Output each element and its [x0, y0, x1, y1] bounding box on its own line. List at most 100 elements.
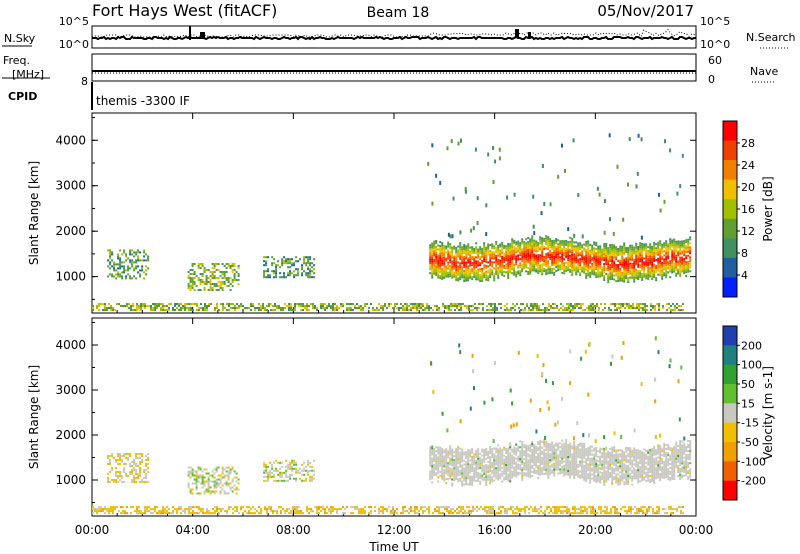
power-cell — [217, 285, 220, 287]
power-cell — [463, 262, 466, 264]
power-cell — [481, 255, 484, 258]
power-cell — [677, 264, 680, 267]
power-cell — [398, 307, 400, 309]
power-cell — [131, 249, 134, 252]
power-cell — [609, 276, 612, 279]
velocity-cell — [552, 512, 554, 515]
power-cell — [621, 255, 624, 258]
velocity-cell — [133, 469, 136, 471]
power-cell — [597, 245, 600, 248]
power-cell — [555, 238, 558, 240]
power-cell — [579, 266, 582, 269]
velocity-cell — [223, 490, 226, 493]
power-cell — [557, 255, 560, 258]
power-cell — [513, 251, 516, 254]
velocity-cell — [219, 478, 222, 481]
power-cell — [541, 271, 544, 274]
velocity-cell — [269, 471, 272, 474]
power-cell — [297, 270, 300, 273]
power-cell — [544, 309, 546, 311]
power-cell — [635, 272, 638, 275]
power-cell — [575, 269, 578, 272]
power-cell — [436, 309, 438, 311]
power-cell — [639, 276, 642, 279]
power-cell — [279, 276, 282, 279]
power-cell — [228, 305, 230, 307]
power-cell — [382, 305, 384, 307]
velocity-cell — [289, 473, 292, 476]
power-cell — [443, 248, 446, 251]
power-cell — [458, 303, 460, 305]
power-cell — [294, 303, 296, 305]
velocity-ytick-label-1: 3000 — [55, 383, 86, 397]
power-cell — [242, 305, 244, 307]
power-cell — [273, 270, 276, 273]
velocity-cell — [98, 510, 100, 513]
power-cell — [119, 265, 122, 268]
power-cell — [615, 280, 618, 283]
velocity-cell — [497, 474, 500, 477]
power-cell — [356, 307, 358, 309]
velocity-cell — [634, 506, 636, 509]
power-cell — [178, 309, 180, 311]
power-cell — [644, 303, 646, 305]
power-cell — [137, 255, 140, 258]
power-cell — [561, 259, 564, 262]
power-cell — [603, 257, 606, 260]
power-cell — [435, 258, 438, 260]
velocity-cell — [297, 469, 300, 472]
power-cell — [613, 250, 616, 253]
power-cell — [581, 258, 584, 261]
velocity-cell — [231, 480, 234, 483]
power-cell — [469, 252, 472, 255]
velocity-cell — [145, 469, 148, 471]
power-cell — [309, 258, 312, 261]
power-cell — [459, 242, 462, 245]
power-cell — [566, 307, 568, 309]
velocity-cell — [498, 512, 500, 515]
power-cell — [398, 309, 400, 311]
power-cell — [493, 247, 496, 250]
power-cell — [274, 303, 276, 305]
power-cell — [663, 254, 666, 257]
power-cell — [539, 268, 542, 271]
velocity-cell — [100, 510, 102, 513]
power-cell — [394, 305, 396, 307]
velocity-cell — [443, 449, 446, 452]
velocity-cell — [489, 468, 492, 471]
velocity-cell — [676, 508, 678, 511]
power-cell — [509, 243, 512, 246]
power-cell — [455, 266, 458, 269]
velocity-cell — [489, 460, 492, 463]
power-cell — [306, 303, 308, 305]
power-cell — [563, 268, 566, 271]
power-cell — [431, 242, 434, 245]
power-cell — [451, 262, 454, 265]
velocity-cell — [495, 475, 498, 478]
power-cell — [258, 303, 260, 305]
power-cell — [240, 305, 242, 307]
velocity-cell — [459, 469, 462, 472]
velocity-cell — [308, 508, 310, 511]
power-cell — [441, 274, 444, 277]
velocity-ylabel: Slant Range [km] — [27, 365, 41, 469]
velocity-cell — [572, 508, 574, 511]
velocity-cell — [113, 479, 116, 481]
velocity-cell — [476, 506, 478, 509]
velocity-cell — [285, 473, 288, 476]
velocity-cell — [265, 475, 268, 478]
power-cell — [559, 258, 562, 261]
power-cell — [679, 242, 682, 245]
velocity-cell — [453, 475, 456, 478]
power-cell — [631, 272, 634, 275]
velocity-cell — [554, 512, 556, 515]
power-cell — [607, 263, 610, 266]
velocity-cell — [626, 510, 628, 513]
velocity-cell — [180, 512, 182, 515]
velocity-cell — [471, 483, 474, 486]
power-cell — [439, 247, 442, 249]
power-cell — [547, 240, 550, 243]
power-cell — [615, 258, 618, 261]
power-cell — [131, 265, 134, 268]
velocity-cell — [501, 454, 504, 457]
